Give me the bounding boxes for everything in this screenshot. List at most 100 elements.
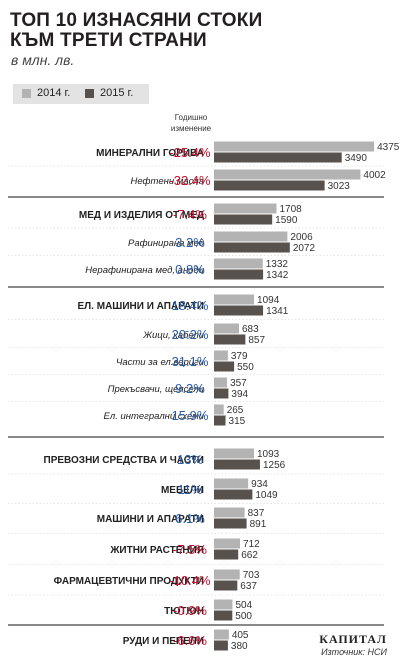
yoy-change: 20.2% bbox=[172, 327, 209, 342]
bar-label-2015: 394 bbox=[231, 389, 248, 400]
category-label: ЖИТНИ РАСТЕНИЯ bbox=[109, 545, 204, 556]
yoy-change: -6.6% bbox=[173, 633, 207, 648]
bar-2014 bbox=[214, 203, 277, 214]
bar-2014 bbox=[214, 569, 240, 580]
category-label: МЕБЕЛИ bbox=[161, 485, 204, 496]
bar-2015 bbox=[214, 549, 239, 560]
bar-label-2015: 1341 bbox=[266, 306, 289, 317]
legend-item-2015: 2015 г. bbox=[85, 87, 133, 99]
bar-2014 bbox=[214, 231, 288, 242]
category-label: ПРЕВОЗНИ СРЕДСТВА И ЧАСТИ bbox=[44, 455, 204, 466]
yoy-change: 9.2% bbox=[175, 381, 205, 396]
bar-label-2015: 662 bbox=[241, 550, 258, 561]
bar-label-2015: 1256 bbox=[263, 460, 286, 471]
category-label: Прекъсвачи, щепсели bbox=[108, 384, 205, 395]
bar-label-2014: 2006 bbox=[290, 232, 313, 243]
category-label: Нерафинирана мед, аноди bbox=[85, 265, 204, 276]
bar-label-2014: 934 bbox=[251, 479, 268, 490]
category-label: Нефтени масла bbox=[130, 176, 204, 187]
bar-label-2014: 379 bbox=[231, 351, 248, 362]
yoy-change: 6.1% bbox=[175, 511, 205, 526]
yoy-change: 15.9% bbox=[172, 408, 209, 423]
bar-2014 bbox=[214, 507, 245, 518]
yoy-change: 11% bbox=[177, 482, 202, 497]
bar-2015 bbox=[214, 518, 247, 529]
bar-label-2014: 703 bbox=[243, 570, 260, 581]
bar-label-2014: 1708 bbox=[279, 204, 302, 215]
bar-2014 bbox=[214, 323, 239, 334]
chart-title-line1: ТОП 10 ИЗНАСЯНИ СТОКИ bbox=[10, 10, 263, 31]
legend-swatch-2014 bbox=[22, 88, 31, 98]
yoy-change: -7.5% bbox=[173, 542, 207, 557]
yoy-change: 18.4% bbox=[172, 298, 209, 313]
bar-2015 bbox=[214, 459, 260, 470]
bar-2014 bbox=[214, 377, 228, 388]
bar-2014 bbox=[214, 258, 263, 269]
category-label: РУДИ И ПЕПЕЛИ bbox=[123, 636, 204, 647]
bar-2014 bbox=[214, 599, 233, 610]
yoy-change: -32.4% bbox=[169, 173, 211, 188]
bar-2015 bbox=[214, 269, 264, 280]
bar-2014 bbox=[214, 478, 249, 489]
bar-label-2015: 1590 bbox=[275, 215, 298, 226]
bar-label-2014: 837 bbox=[248, 508, 265, 519]
legend-swatch-2015 bbox=[85, 88, 94, 98]
bar-2015 bbox=[214, 334, 246, 345]
legend-label-2015: 2015 г. bbox=[100, 87, 134, 99]
category-label: МЕД И ИЗДЕЛИЯ ОТ МЕД bbox=[79, 210, 204, 221]
bar-2015 bbox=[214, 610, 233, 621]
bar-2014 bbox=[214, 294, 255, 305]
category-label: ЕЛ. МАШИНИ И АПАРАТИ bbox=[78, 301, 205, 312]
bar-label-2014: 265 bbox=[227, 405, 244, 416]
yoy-change: -10.4% bbox=[169, 573, 211, 588]
bar-label-2015: 637 bbox=[240, 581, 257, 592]
category-label: Части за ел.вериги bbox=[116, 357, 205, 368]
category-label: ФАРМАЦЕВТИЧНИ ПРОДУКТИ bbox=[54, 576, 204, 587]
bar-label-2014: 4375 bbox=[377, 142, 400, 153]
source-note: Източник: НСИ bbox=[321, 647, 387, 657]
bar-2015 bbox=[214, 214, 273, 225]
yoy-change: -7.4% bbox=[173, 207, 207, 222]
legend-label-2014: 2014 г. bbox=[37, 87, 71, 99]
bar-label-2014: 504 bbox=[235, 600, 252, 611]
bar-label-2015: 3023 bbox=[328, 181, 351, 192]
bar-2014 bbox=[214, 629, 229, 640]
bar-label-2015: 1049 bbox=[255, 490, 278, 501]
category-label: МАШИНИ И АПАРАТИ bbox=[97, 514, 204, 525]
category-label: Жици, кабели bbox=[142, 330, 204, 341]
yoy-change: 31.1% bbox=[172, 354, 209, 369]
legend: 2014 г. 2015 г. bbox=[13, 84, 149, 104]
bar-2015 bbox=[214, 305, 264, 316]
bar-label-2015: 891 bbox=[250, 519, 267, 530]
bar-2015 bbox=[214, 152, 342, 163]
bar-label-2015: 2072 bbox=[293, 243, 316, 254]
bar-label-2015: 550 bbox=[237, 362, 254, 373]
bar-2014 bbox=[214, 538, 241, 549]
bar-2014 bbox=[214, 404, 224, 415]
legend-item-2014: 2014 г. bbox=[22, 87, 70, 99]
category-label: Рафинирана мед bbox=[128, 238, 204, 249]
yoy-change: -25.4% bbox=[169, 145, 211, 160]
category-label: ТЮТЮН bbox=[164, 606, 204, 617]
bar-2014 bbox=[214, 141, 375, 152]
yoy-column-header: Годишно изменение bbox=[170, 113, 212, 133]
bar-2015 bbox=[214, 388, 229, 399]
bar-label-2014: 1094 bbox=[257, 295, 280, 306]
bar-2015 bbox=[214, 489, 253, 500]
bar-label-2015: 500 bbox=[235, 611, 252, 622]
category-label: Ел. интегрални схеми bbox=[104, 411, 205, 422]
bar-label-2014: 1332 bbox=[266, 259, 289, 270]
bar-label-2015: 857 bbox=[248, 335, 265, 346]
bar-2015 bbox=[214, 415, 226, 426]
bar-2015 bbox=[214, 640, 228, 651]
chart-unit: в млн. лв. bbox=[11, 52, 75, 68]
bar-label-2015: 380 bbox=[231, 641, 248, 652]
bar-label-2014: 712 bbox=[243, 539, 260, 550]
bar-label-2015: 1342 bbox=[266, 270, 289, 281]
bar-2014 bbox=[214, 350, 228, 361]
yoy-change: -0.9% bbox=[173, 603, 207, 618]
bar-label-2015: 3490 bbox=[345, 153, 368, 164]
bar-2014 bbox=[214, 448, 254, 459]
category-label: МИНЕРАЛНИ ГОРИВА bbox=[96, 148, 204, 159]
